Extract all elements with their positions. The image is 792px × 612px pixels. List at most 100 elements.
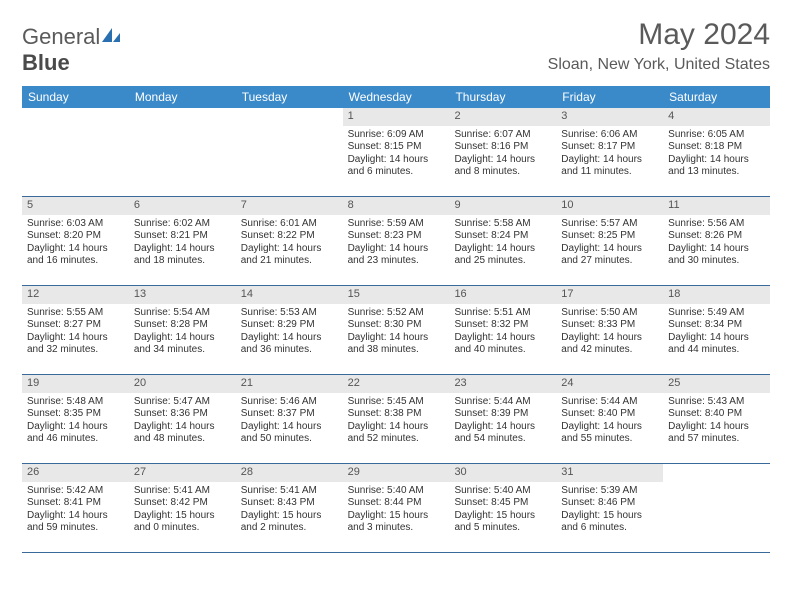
day-body: Sunrise: 5:40 AMSunset: 8:45 PMDaylight:… xyxy=(449,482,556,540)
day-body: Sunrise: 5:56 AMSunset: 8:26 PMDaylight:… xyxy=(663,215,770,273)
daylight-text: Daylight: 14 hours and 6 minutes. xyxy=(348,154,445,179)
day-number: 27 xyxy=(129,464,236,482)
day-cell: 19Sunrise: 5:48 AMSunset: 8:35 PMDayligh… xyxy=(22,375,129,463)
day-cell: 5Sunrise: 6:03 AMSunset: 8:20 PMDaylight… xyxy=(22,197,129,285)
day-cell: 8Sunrise: 5:59 AMSunset: 8:23 PMDaylight… xyxy=(343,197,450,285)
day-cell: 28Sunrise: 5:41 AMSunset: 8:43 PMDayligh… xyxy=(236,464,343,552)
daylight-text: Daylight: 14 hours and 32 minutes. xyxy=(27,332,124,357)
day-number: 31 xyxy=(556,464,663,482)
day-body: Sunrise: 5:44 AMSunset: 8:39 PMDaylight:… xyxy=(449,393,556,451)
day-body: Sunrise: 5:42 AMSunset: 8:41 PMDaylight:… xyxy=(22,482,129,540)
weeks-container: ...1Sunrise: 6:09 AMSunset: 8:15 PMDayli… xyxy=(22,108,770,553)
day-body: Sunrise: 5:52 AMSunset: 8:30 PMDaylight:… xyxy=(343,304,450,362)
sunset-text: Sunset: 8:16 PM xyxy=(454,141,551,154)
sunset-text: Sunset: 8:30 PM xyxy=(348,319,445,332)
daylight-text: Daylight: 14 hours and 23 minutes. xyxy=(348,243,445,268)
day-body: Sunrise: 5:47 AMSunset: 8:36 PMDaylight:… xyxy=(129,393,236,451)
daylight-text: Daylight: 15 hours and 3 minutes. xyxy=(348,510,445,535)
daylight-text: Daylight: 14 hours and 16 minutes. xyxy=(27,243,124,268)
sunset-text: Sunset: 8:45 PM xyxy=(454,497,551,510)
day-cell: 11Sunrise: 5:56 AMSunset: 8:26 PMDayligh… xyxy=(663,197,770,285)
day-body: Sunrise: 5:57 AMSunset: 8:25 PMDaylight:… xyxy=(556,215,663,273)
day-cell: . xyxy=(663,464,770,552)
sunrise-text: Sunrise: 5:59 AM xyxy=(348,218,445,231)
sunrise-text: Sunrise: 5:55 AM xyxy=(27,307,124,320)
day-number: 22 xyxy=(343,375,450,393)
day-cell: 3Sunrise: 6:06 AMSunset: 8:17 PMDaylight… xyxy=(556,108,663,196)
weekday-header-row: SundayMondayTuesdayWednesdayThursdayFrid… xyxy=(22,86,770,108)
day-cell: 21Sunrise: 5:46 AMSunset: 8:37 PMDayligh… xyxy=(236,375,343,463)
sunset-text: Sunset: 8:32 PM xyxy=(454,319,551,332)
day-number: 5 xyxy=(22,197,129,215)
sunrise-text: Sunrise: 5:48 AM xyxy=(27,396,124,409)
day-cell: 7Sunrise: 6:01 AMSunset: 8:22 PMDaylight… xyxy=(236,197,343,285)
weekday-header-cell: Wednesday xyxy=(343,86,450,108)
sunset-text: Sunset: 8:21 PM xyxy=(134,230,231,243)
day-body: Sunrise: 5:50 AMSunset: 8:33 PMDaylight:… xyxy=(556,304,663,362)
day-cell: 25Sunrise: 5:43 AMSunset: 8:40 PMDayligh… xyxy=(663,375,770,463)
day-number: 21 xyxy=(236,375,343,393)
day-number: 17 xyxy=(556,286,663,304)
day-body: Sunrise: 6:09 AMSunset: 8:15 PMDaylight:… xyxy=(343,126,450,184)
weekday-header-cell: Tuesday xyxy=(236,86,343,108)
brand-part2: Blue xyxy=(22,50,70,75)
sunset-text: Sunset: 8:42 PM xyxy=(134,497,231,510)
week-row: ...1Sunrise: 6:09 AMSunset: 8:15 PMDayli… xyxy=(22,108,770,197)
day-cell: 15Sunrise: 5:52 AMSunset: 8:30 PMDayligh… xyxy=(343,286,450,374)
daylight-text: Daylight: 15 hours and 5 minutes. xyxy=(454,510,551,535)
sunrise-text: Sunrise: 5:40 AM xyxy=(454,485,551,498)
day-number: 26 xyxy=(22,464,129,482)
sunset-text: Sunset: 8:40 PM xyxy=(561,408,658,421)
sunrise-text: Sunrise: 6:07 AM xyxy=(454,129,551,142)
sunrise-text: Sunrise: 5:44 AM xyxy=(454,396,551,409)
location-text: Sloan, New York, United States xyxy=(548,56,770,74)
day-number: 28 xyxy=(236,464,343,482)
page-header: GeneralBlue May 2024 Sloan, New York, Un… xyxy=(22,18,770,76)
sunrise-text: Sunrise: 5:43 AM xyxy=(668,396,765,409)
sunrise-text: Sunrise: 5:49 AM xyxy=(668,307,765,320)
day-body: Sunrise: 5:51 AMSunset: 8:32 PMDaylight:… xyxy=(449,304,556,362)
sunrise-text: Sunrise: 5:52 AM xyxy=(348,307,445,320)
day-body: Sunrise: 5:49 AMSunset: 8:34 PMDaylight:… xyxy=(663,304,770,362)
weekday-header-cell: Saturday xyxy=(663,86,770,108)
daylight-text: Daylight: 14 hours and 8 minutes. xyxy=(454,154,551,179)
day-body: Sunrise: 5:58 AMSunset: 8:24 PMDaylight:… xyxy=(449,215,556,273)
sunrise-text: Sunrise: 5:44 AM xyxy=(561,396,658,409)
sunset-text: Sunset: 8:34 PM xyxy=(668,319,765,332)
sunrise-text: Sunrise: 6:05 AM xyxy=(668,129,765,142)
day-cell: . xyxy=(129,108,236,196)
sunrise-text: Sunrise: 5:56 AM xyxy=(668,218,765,231)
sunrise-text: Sunrise: 5:51 AM xyxy=(454,307,551,320)
daylight-text: Daylight: 14 hours and 46 minutes. xyxy=(27,421,124,446)
day-cell: 20Sunrise: 5:47 AMSunset: 8:36 PMDayligh… xyxy=(129,375,236,463)
day-body: Sunrise: 5:39 AMSunset: 8:46 PMDaylight:… xyxy=(556,482,663,540)
day-body: Sunrise: 6:03 AMSunset: 8:20 PMDaylight:… xyxy=(22,215,129,273)
daylight-text: Daylight: 14 hours and 30 minutes. xyxy=(668,243,765,268)
day-number: 3 xyxy=(556,108,663,126)
day-cell: 10Sunrise: 5:57 AMSunset: 8:25 PMDayligh… xyxy=(556,197,663,285)
sunset-text: Sunset: 8:38 PM xyxy=(348,408,445,421)
sunset-text: Sunset: 8:22 PM xyxy=(241,230,338,243)
day-cell: 12Sunrise: 5:55 AMSunset: 8:27 PMDayligh… xyxy=(22,286,129,374)
sunrise-text: Sunrise: 5:41 AM xyxy=(241,485,338,498)
day-cell: 9Sunrise: 5:58 AMSunset: 8:24 PMDaylight… xyxy=(449,197,556,285)
sunset-text: Sunset: 8:37 PM xyxy=(241,408,338,421)
day-body: Sunrise: 6:05 AMSunset: 8:18 PMDaylight:… xyxy=(663,126,770,184)
day-number: 7 xyxy=(236,197,343,215)
sunrise-text: Sunrise: 6:03 AM xyxy=(27,218,124,231)
daylight-text: Daylight: 15 hours and 0 minutes. xyxy=(134,510,231,535)
sunset-text: Sunset: 8:36 PM xyxy=(134,408,231,421)
sunset-text: Sunset: 8:27 PM xyxy=(27,319,124,332)
day-body: Sunrise: 5:45 AMSunset: 8:38 PMDaylight:… xyxy=(343,393,450,451)
day-cell: 18Sunrise: 5:49 AMSunset: 8:34 PMDayligh… xyxy=(663,286,770,374)
day-body: Sunrise: 6:07 AMSunset: 8:16 PMDaylight:… xyxy=(449,126,556,184)
sunrise-text: Sunrise: 5:47 AM xyxy=(134,396,231,409)
day-body: Sunrise: 5:43 AMSunset: 8:40 PMDaylight:… xyxy=(663,393,770,451)
sunrise-text: Sunrise: 5:40 AM xyxy=(348,485,445,498)
sunset-text: Sunset: 8:46 PM xyxy=(561,497,658,510)
daylight-text: Daylight: 14 hours and 50 minutes. xyxy=(241,421,338,446)
daylight-text: Daylight: 14 hours and 11 minutes. xyxy=(561,154,658,179)
day-cell: 16Sunrise: 5:51 AMSunset: 8:32 PMDayligh… xyxy=(449,286,556,374)
day-number: 23 xyxy=(449,375,556,393)
day-number: 14 xyxy=(236,286,343,304)
